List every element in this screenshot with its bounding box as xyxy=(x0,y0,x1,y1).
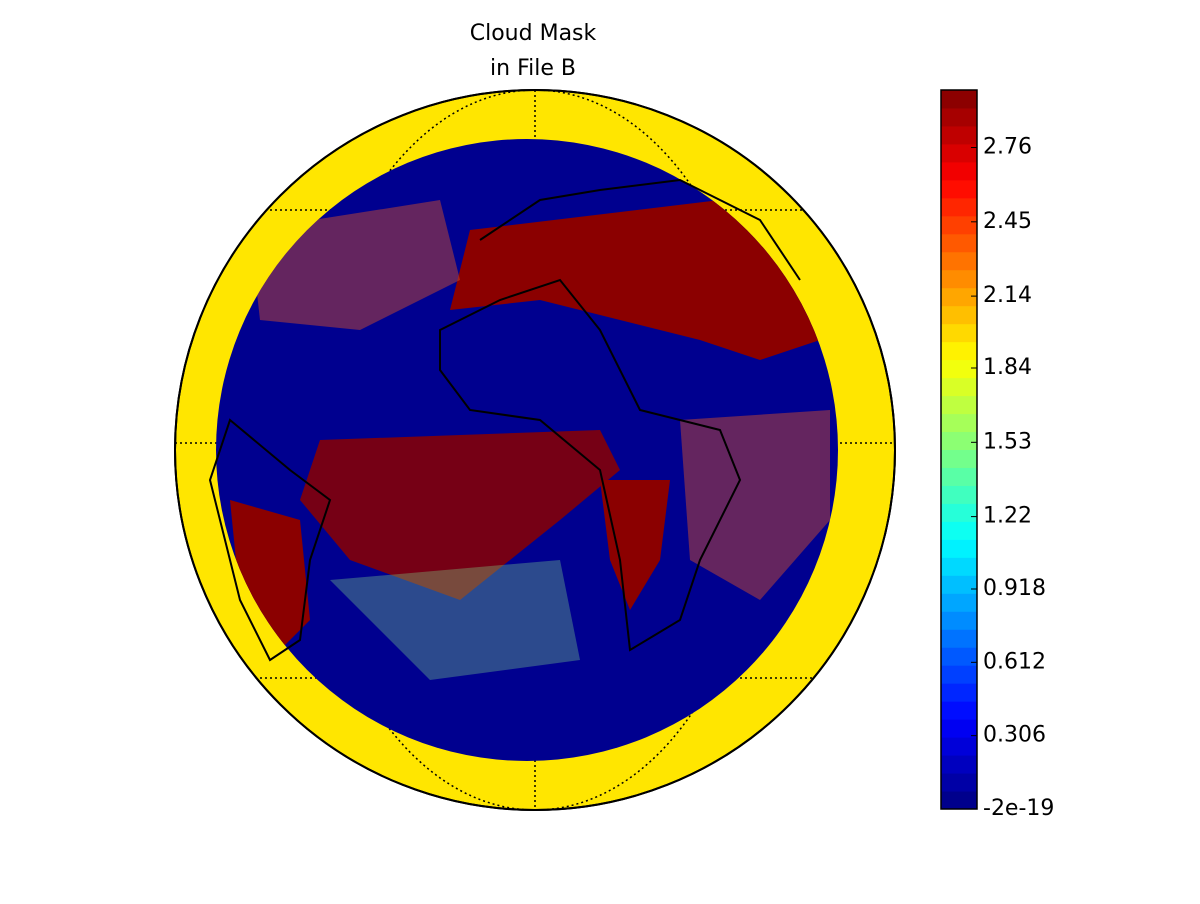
colorbar-step xyxy=(941,467,977,486)
colorbar-step xyxy=(941,179,977,199)
colorbar-tick-label: 2.76 xyxy=(983,135,1032,160)
colorbar-step xyxy=(941,593,977,612)
colorbar-step xyxy=(941,395,977,415)
colorbar-step xyxy=(941,773,977,792)
colorbar-step xyxy=(941,431,977,450)
colorbar-step xyxy=(941,377,977,397)
colorbar-step xyxy=(941,521,977,540)
colorbar-step xyxy=(941,449,977,468)
colorbar-step xyxy=(941,287,977,307)
colorbar-step xyxy=(941,269,977,289)
colorbar-step xyxy=(941,359,977,379)
colorbar-tick-label: 0.306 xyxy=(983,723,1046,748)
title-line: in File B xyxy=(490,56,576,81)
colorbar-step xyxy=(941,107,977,127)
colorbar-tick-label: 2.45 xyxy=(983,209,1032,234)
coastlines xyxy=(208,178,801,662)
colorbar-step xyxy=(941,215,977,235)
colorbar-step xyxy=(941,665,977,684)
colorbar-tick-label: -2e-19 xyxy=(983,796,1054,821)
colorbar-tick-label: 1.84 xyxy=(983,355,1032,380)
globe xyxy=(174,89,896,811)
colorbar-tick-label: 0.612 xyxy=(983,649,1046,674)
colorbar-step xyxy=(941,90,977,109)
colorbar-step xyxy=(941,791,977,810)
colorbar-step xyxy=(941,485,977,504)
colorbar-tick-label: 1.53 xyxy=(983,429,1032,454)
colorbar-step xyxy=(941,305,977,325)
colorbar-step xyxy=(941,341,977,361)
colorbar-step xyxy=(941,737,977,756)
colorbar-tick-label: 1.22 xyxy=(983,504,1032,529)
colorbar-step xyxy=(941,413,977,433)
colorbar-step xyxy=(941,143,977,163)
colorbar-tick-label: 2.14 xyxy=(983,283,1032,308)
colorbar-step xyxy=(941,683,977,702)
colorbar-step xyxy=(941,611,977,630)
colorbar-step xyxy=(941,629,977,648)
colorbar-step xyxy=(941,755,977,774)
colorbar-step xyxy=(941,539,977,558)
colorbar-step xyxy=(941,575,977,594)
colorbar-step xyxy=(941,719,977,738)
colorbar-step xyxy=(941,161,977,181)
colorbar-tick-label: 0.918 xyxy=(983,576,1046,601)
colorbar-step xyxy=(941,557,977,576)
colorbar-step xyxy=(941,233,977,253)
colorbar-step xyxy=(941,323,977,343)
colorbar-step xyxy=(941,503,977,522)
colorbar-step xyxy=(941,251,977,271)
colorbar-step xyxy=(941,647,977,666)
colorbar-step xyxy=(941,701,977,720)
colorbar-step xyxy=(941,125,977,145)
title-line: Cloud Mask xyxy=(470,21,597,46)
colorbar-step xyxy=(941,197,977,217)
colorbar-frame xyxy=(940,89,978,810)
